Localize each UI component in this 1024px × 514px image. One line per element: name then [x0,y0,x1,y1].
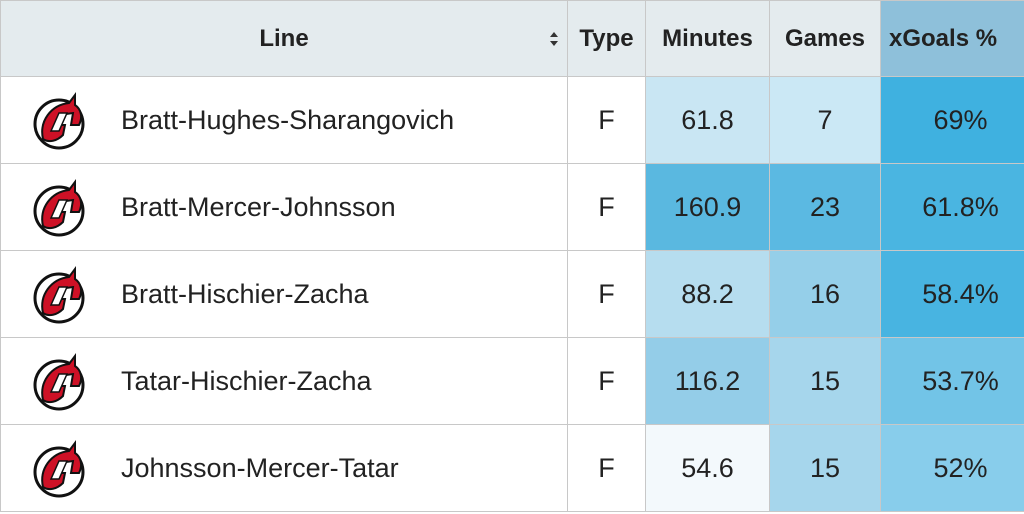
line-name: Tatar-Hischier-Zacha [121,365,372,396]
type-cell: F [567,76,646,164]
games-cell: 15 [769,424,881,512]
table-row: Bratt-Hischier-Zacha F 88.2 16 58.4% [0,250,1024,338]
table-row: Johnsson-Mercer-Tatar F 54.6 15 52% [0,424,1024,512]
table-body: Bratt-Hughes-Sharangovich F 61.8 7 69% Bratt-… [0,76,1024,512]
xgoals-cell: 58.4% [880,250,1024,338]
type-cell: F [567,424,646,512]
line-name: Bratt-Hughes-Sharangovich [121,104,455,135]
team-logo [33,353,85,411]
games-cell: 16 [769,250,881,338]
table-row: Tatar-Hischier-Zacha F 116.2 15 53.7% [0,337,1024,425]
line-name: Bratt-Hischier-Zacha [121,278,369,309]
minutes-cell: 61.8 [645,76,770,164]
type-cell: F [567,163,646,251]
line-cell: Bratt-Hischier-Zacha [0,250,568,338]
header-cell[interactable]: Line [0,0,568,77]
minutes-cell: 116.2 [645,337,770,425]
xgoals-cell: 53.7% [880,337,1024,425]
team-logo [33,179,85,237]
header-row: Line Type Minutes Games xGoals % [0,0,1024,77]
line-name: Johnsson-Mercer-Tatar [121,452,399,483]
line-cell: Bratt-Mercer-Johnsson [0,163,568,251]
line-name: Bratt-Mercer-Johnsson [121,191,396,222]
team-logo [33,440,85,498]
minutes-cell: 88.2 [645,250,770,338]
table-row: Bratt-Mercer-Johnsson F 160.9 23 61.8% [0,163,1024,251]
type-cell: F [567,337,646,425]
line-cell: Bratt-Hughes-Sharangovich [0,76,568,164]
minutes-cell: 160.9 [645,163,770,251]
header-cell[interactable]: Minutes [645,0,770,77]
games-cell: 15 [769,337,881,425]
line-cell: Johnsson-Mercer-Tatar [0,424,568,512]
header-cell[interactable]: Type [567,0,646,77]
type-cell: F [567,250,646,338]
xgoals-cell: 61.8% [880,163,1024,251]
header-text: Line [259,24,309,52]
games-cell: 7 [769,76,881,164]
minutes-cell: 54.6 [645,424,770,512]
line-cell: Tatar-Hischier-Zacha [0,337,568,425]
xgoals-cell: 52% [880,424,1024,512]
team-logo [33,266,85,324]
table-row: Bratt-Hughes-Sharangovich F 61.8 7 69% [0,76,1024,164]
table-header: Line Type Minutes Games xGoals % [0,0,1024,77]
team-logo [33,92,85,150]
header-cell[interactable]: Games [769,0,881,77]
games-cell: 23 [769,163,881,251]
xgoals-cell: 69% [880,76,1024,164]
sort-icon [550,32,558,46]
header-cell[interactable]: xGoals % [880,0,1024,77]
